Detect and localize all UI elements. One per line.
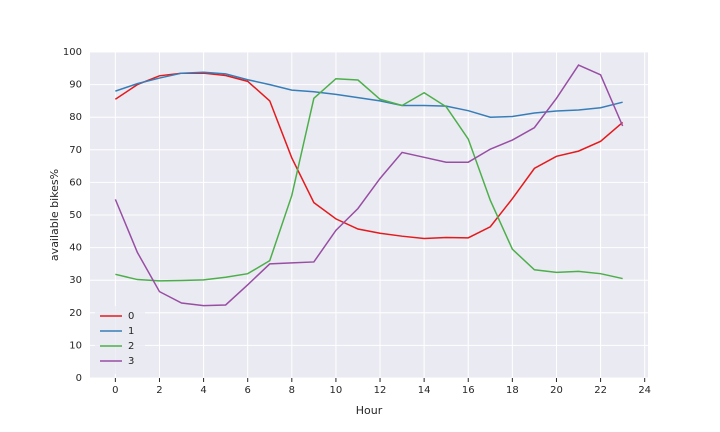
x-tick-label: 0 [112, 385, 118, 396]
y-tick-label: 20 [69, 308, 82, 319]
line [114, 64, 624, 307]
y-tick-label: 0 [76, 373, 82, 384]
x-tick-label: 4 [200, 385, 206, 396]
legend-label: 3 [128, 356, 134, 367]
y-tick-label: 40 [69, 243, 82, 254]
line [115, 71, 623, 118]
line [115, 77, 623, 282]
legend-label: 0 [128, 311, 134, 322]
legend-label: 1 [128, 326, 134, 337]
y-tick-label: 60 [69, 177, 82, 188]
y-axis-label: available bikes% [48, 169, 61, 261]
x-axis-label: Hour [356, 404, 383, 417]
x-tick-label: 12 [374, 385, 387, 396]
y-tick-label: 50 [69, 210, 82, 221]
x-tick-label: 18 [506, 385, 519, 396]
x-tick-label: 10 [330, 385, 343, 396]
y-tick-label: 80 [69, 112, 82, 123]
legend-box [95, 306, 145, 374]
x-tick-label: 6 [245, 385, 251, 396]
x-tick-label: 24 [638, 385, 651, 396]
x-tick-label: 2 [156, 385, 162, 396]
y-tick-label: 90 [69, 80, 82, 91]
y-tick-label: 100 [63, 47, 82, 58]
x-tick-label: 20 [550, 385, 563, 396]
y-tick-label: 30 [69, 275, 82, 286]
y-tick-label: 10 [69, 340, 82, 351]
legend-label: 2 [128, 341, 134, 352]
x-tick-label: 16 [462, 385, 475, 396]
y-tick-label: 70 [69, 145, 82, 156]
x-tick-label: 14 [418, 385, 431, 396]
x-tick-label: 22 [594, 385, 607, 396]
x-tick-label: 8 [289, 385, 295, 396]
line [114, 72, 624, 240]
